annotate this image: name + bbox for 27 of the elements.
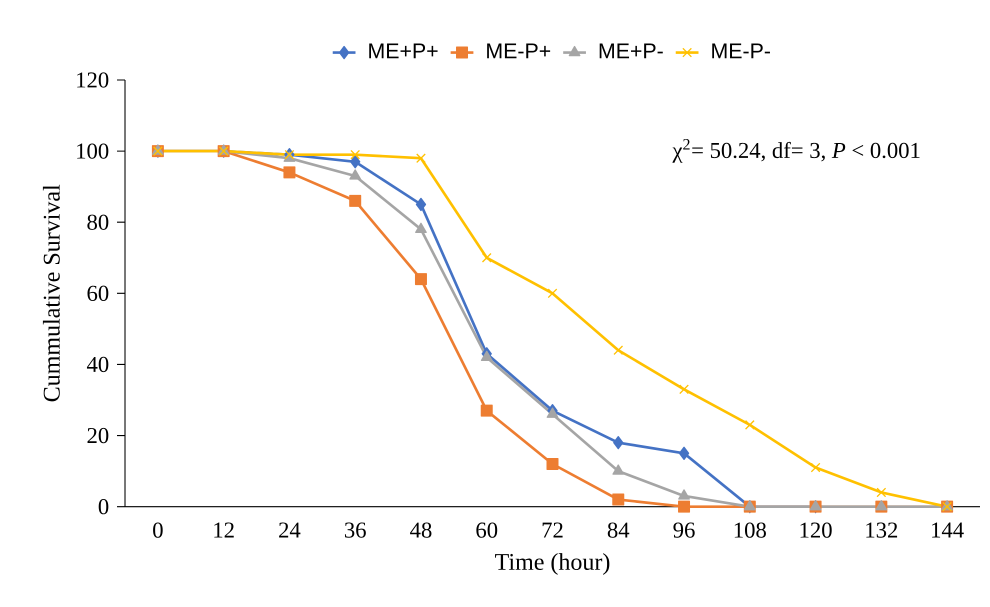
x-tick-label: 0 xyxy=(153,522,163,538)
x-tick-label: 72 xyxy=(542,522,563,538)
x-tick-label: 24 xyxy=(279,522,300,538)
x-tick-label: 144 xyxy=(932,522,964,538)
x-tick-label: 132 xyxy=(866,522,898,538)
y-tick-label: 20 xyxy=(88,428,108,444)
x-tick-label: 60 xyxy=(476,522,498,538)
legend-label: ME+P- xyxy=(600,44,663,58)
y-tick-label: 60 xyxy=(88,286,108,301)
x-tick-label: 48 xyxy=(410,522,432,538)
annotation: χ$^{2}$= 50.24, df= 3, P < 0.001 xyxy=(672,139,920,163)
x-axis-title: Time (hour) xyxy=(495,553,610,575)
y-tick-label: 120 xyxy=(77,72,108,88)
legend-label: ME+P+ xyxy=(369,44,438,58)
x-tick-label: 84 xyxy=(608,522,630,538)
x-tick-label: 12 xyxy=(214,522,234,538)
y-tick-label: 80 xyxy=(87,214,108,230)
y-tick-label: 100 xyxy=(77,143,108,159)
x-tick-label: 96 xyxy=(673,522,695,538)
y-tick-label: 40 xyxy=(86,356,108,372)
legend-label: ME-P- xyxy=(712,44,770,58)
y-axis-title: Cummulative Survival xyxy=(42,184,60,402)
y-tick-label: 0 xyxy=(98,499,108,514)
x-tick-label: 36 xyxy=(344,522,366,538)
legend-label: ME-P+ xyxy=(487,44,550,58)
x-tick-label: 120 xyxy=(800,522,832,538)
x-tick-label: 108 xyxy=(734,522,766,538)
